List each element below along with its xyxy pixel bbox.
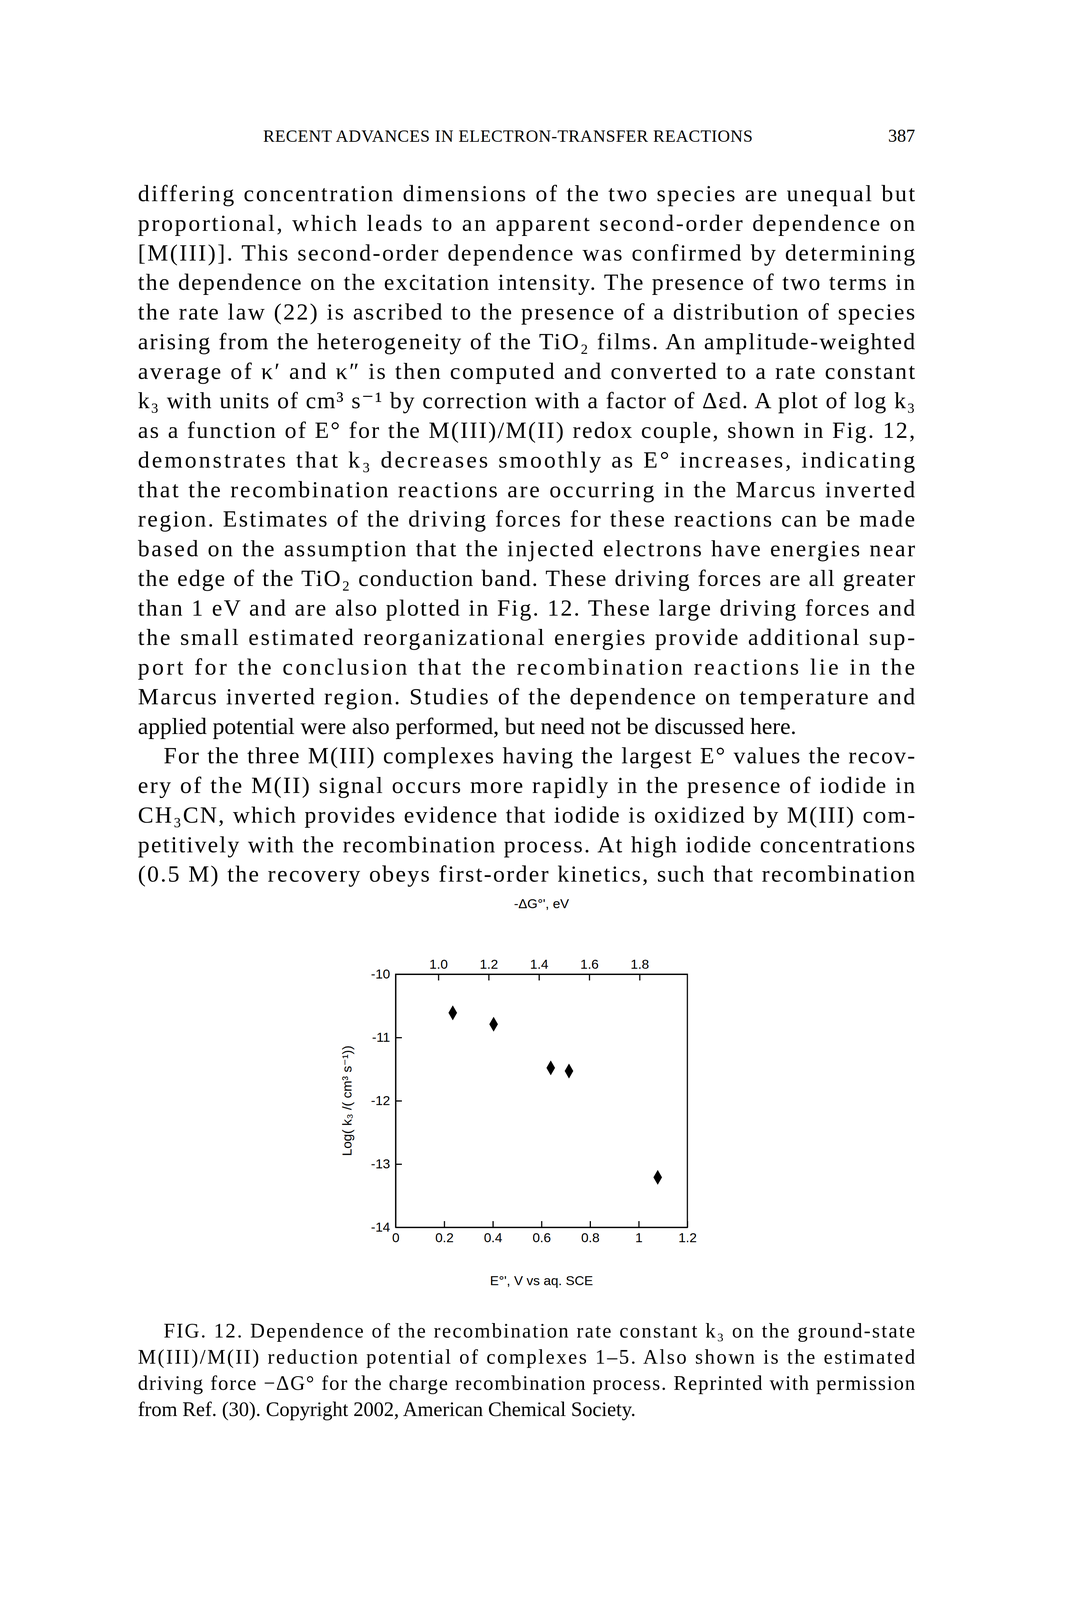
body-line: port for the conclusion that the recombi… — [137, 653, 916, 680]
body-line: the dependence on the excitation intensi… — [137, 269, 916, 295]
tick-mark — [395, 1100, 402, 1102]
chart: 00.20.40.60.811.2-10-11-12-13-141.01.21.… — [339, 895, 697, 1288]
tick-label: 0.4 — [483, 1229, 503, 1245]
tick-mark — [538, 974, 540, 981]
tick: 0.2 — [435, 1220, 454, 1245]
tick: -11 — [371, 1029, 402, 1045]
body-line: based on the assumption that the injecte… — [137, 535, 916, 562]
axis-line — [396, 973, 688, 975]
tick: 1.2 — [678, 1220, 697, 1245]
body-line: the edge of the TiO₂ conduction band. Th… — [137, 565, 916, 591]
body-line: the small estimated reorganizational ene… — [137, 624, 916, 650]
tick-label: 1.2 — [678, 1229, 697, 1245]
body-line: (0.5 M) the recovery obeys first-order k… — [137, 860, 916, 887]
body-line: k₃ with units of cm³ s⁻¹ by correction w… — [137, 387, 916, 414]
body-line: as a function of E° for the M(III)/M(II)… — [137, 417, 916, 443]
x2-axis-title: -ΔG°', eV — [513, 895, 570, 911]
tick-label: 1.4 — [529, 956, 549, 972]
body-line: Marcus inverted region. Studies of the d… — [137, 683, 916, 710]
data-point — [546, 1060, 555, 1076]
data-point — [489, 1016, 498, 1032]
tick-label: 1.6 — [580, 956, 599, 972]
tick-label: 1.2 — [479, 956, 498, 972]
body-line: average of κ′ and κ″ is then computed an… — [137, 358, 916, 384]
body-line: demonstrates that k₃ decreases smoothly … — [137, 446, 916, 473]
page: RECENT ADVANCES IN ELECTRON-TRANSFER REA… — [0, 0, 1067, 1600]
tick-mark — [639, 974, 641, 981]
tick: 1.4 — [529, 956, 549, 981]
tick: 1.0 — [429, 956, 448, 981]
tick-mark — [437, 974, 439, 981]
tick-label: -12 — [371, 1092, 391, 1108]
tick-mark — [395, 1036, 402, 1039]
tick-label: 0 — [392, 1229, 400, 1245]
tick-mark — [589, 1220, 591, 1228]
x-axis: 0 0.2 0.4 0.6 0.8 1 1.2 — [392, 1220, 697, 1245]
tick-label: 1.8 — [630, 956, 650, 972]
body-line: arising from the heterogeneity of the Ti… — [137, 328, 916, 355]
tick-label: 1.0 — [429, 956, 448, 972]
body-line: CH₃CN, which provides evidence that iodi… — [137, 801, 916, 828]
body-line: the rate law (22) is ascribed to the pre… — [137, 298, 916, 325]
body-line: than 1 eV and are also plotted in Fig. 1… — [137, 594, 916, 621]
caption-line: driving force −ΔG° for the charge recomb… — [137, 1371, 916, 1394]
body-line: proportional, which leads to an apparent… — [137, 210, 916, 236]
tick: -12 — [371, 1092, 402, 1108]
tick-mark — [638, 1220, 640, 1228]
tick-mark — [488, 974, 490, 981]
tick-label: -13 — [371, 1156, 391, 1171]
page-number: 387 — [888, 125, 916, 146]
tick-mark — [444, 1220, 446, 1228]
tick: 1.6 — [580, 956, 599, 981]
data-point — [448, 1005, 457, 1021]
body-line: region. Estimates of the driving forces … — [137, 505, 916, 532]
tick: 1.8 — [630, 956, 650, 981]
tick-label: -10 — [371, 966, 391, 982]
data-point — [564, 1063, 574, 1079]
y-axis-title: Log( k₃ /( cm³ s⁻¹)) — [339, 1045, 355, 1156]
tick-label: -11 — [371, 1029, 391, 1045]
y-axis: -10 -11 -12 -13 -14 — [371, 966, 402, 1235]
tick: -14 — [371, 1219, 402, 1235]
body-line: [M(III)]. This second-order dependence w… — [137, 239, 916, 266]
tick: 1.2 — [479, 956, 498, 981]
tick-mark — [588, 974, 591, 981]
caption-line: FIG. 12. Dependence of the recombination… — [163, 1319, 916, 1342]
tick-label: 0.8 — [581, 1229, 600, 1245]
tick-label: -14 — [371, 1219, 391, 1235]
tick: -13 — [371, 1156, 402, 1171]
tick-label: 0.6 — [532, 1229, 551, 1245]
caption-line: from Ref. (30). Copyright 2002, American… — [137, 1397, 636, 1421]
body-line: that the recombination reactions are occ… — [137, 476, 916, 503]
data-point — [653, 1169, 662, 1185]
tick: 0.8 — [581, 1220, 600, 1245]
tick-mark — [541, 1220, 543, 1228]
page-background — [0, 0, 1067, 1600]
plot-frame — [395, 974, 688, 1228]
tick-mark — [492, 1220, 494, 1228]
tick: 1 — [635, 1220, 643, 1245]
body-line: ery of the M(II) signal occurs more rapi… — [137, 772, 916, 798]
tick-mark — [686, 1220, 689, 1228]
tick-label: 1 — [635, 1229, 643, 1245]
tick-mark — [395, 1163, 402, 1165]
body-line: For the three M(III) complexes having th… — [163, 742, 916, 769]
body-line: applied potential were also performed, b… — [137, 713, 797, 739]
points — [448, 1005, 662, 1185]
tick-label: 0.2 — [435, 1229, 454, 1245]
body-line: differing concentration dimensions of th… — [137, 180, 916, 207]
x2-axis: 1.0 1.2 1.4 1.6 1.8 — [396, 956, 688, 981]
body-line: petitively with the recombination proces… — [137, 831, 916, 858]
caption-line: M(III)/M(II) reduction potential of comp… — [137, 1345, 916, 1369]
tick-mark — [395, 1226, 402, 1228]
tick: 0.6 — [532, 1220, 551, 1245]
running-header: RECENT ADVANCES IN ELECTRON-TRANSFER REA… — [263, 126, 753, 146]
tick: 0.4 — [483, 1220, 503, 1245]
x-axis-title: E°', V vs aq. SCE — [490, 1272, 594, 1288]
